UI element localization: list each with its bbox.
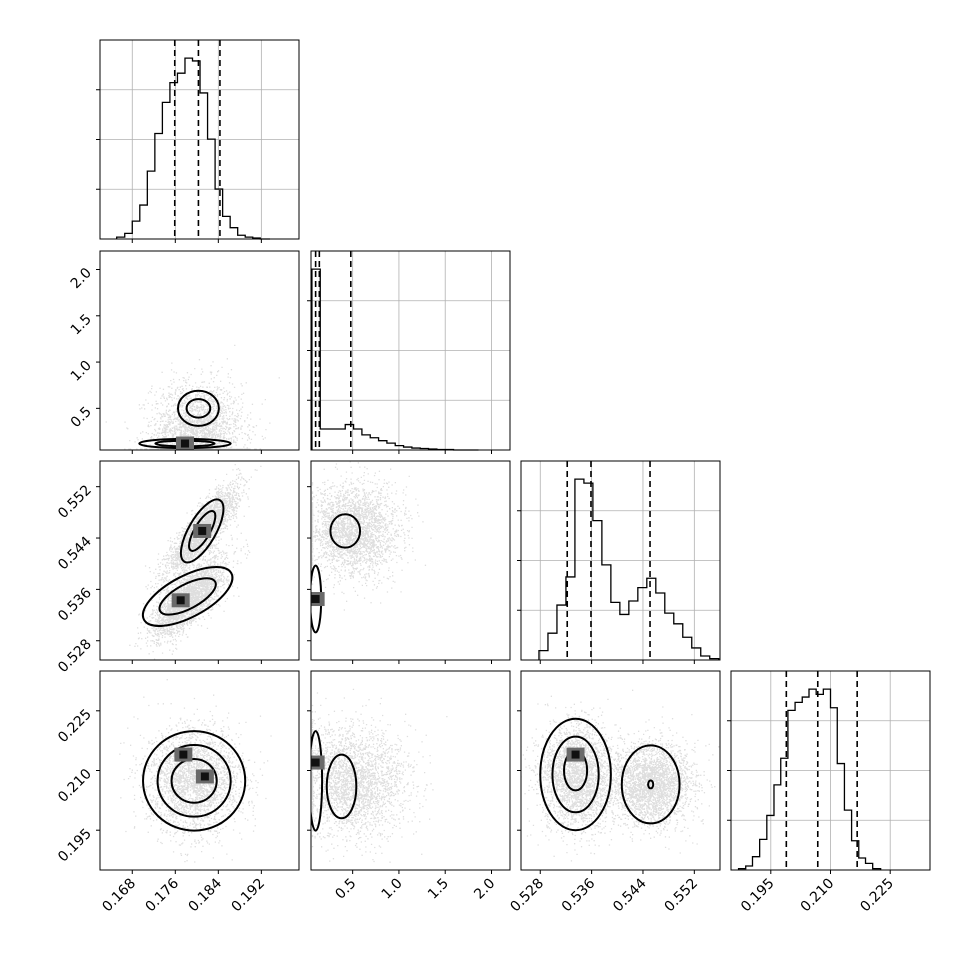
panel-content [105,344,280,450]
contour-line [551,735,600,814]
y-tick-label: 0.210 [55,766,95,806]
contour-line [179,498,225,564]
scatter-panel [96,250,300,454]
contour-line [311,730,324,832]
x-tick-label: 1.5 [425,876,452,903]
scatter-points [521,689,720,862]
panel-frame [310,670,511,871]
scatter-points [129,463,262,660]
contour-line [170,757,218,804]
y-tick-label: 0.544 [55,533,95,573]
histogram-panel [727,670,931,874]
contour-line [647,779,655,790]
x-tick-label: 0.5 [332,876,359,903]
histogram-steps [737,688,882,870]
histogram-steps [311,268,479,451]
y-tick-label: 2.0 [68,265,95,292]
scatter-points [311,461,432,611]
y-tick-label: 0.5 [68,404,95,431]
contour-line [141,565,234,627]
x-tick-label: 1.0 [379,876,406,903]
panel-content [129,463,262,660]
panel-content [521,689,720,862]
contour-line [185,398,212,419]
x-tick-label: 0.192 [229,876,269,916]
x-tick-label: 0.552 [661,876,701,916]
panel-content [311,688,448,863]
x-tick-label: 0.168 [99,876,139,916]
histogram-steps [116,57,270,240]
scatter-panel [96,460,300,664]
panel-frame [520,460,721,661]
scatter-panel [96,670,300,874]
y-tick-label: 0.528 [55,636,95,676]
histogram-steps [538,478,720,660]
y-tick-label: 1.5 [68,311,95,338]
scatter-points [105,344,280,450]
x-tick-label: 0.544 [610,875,650,915]
panel-frame [99,670,300,871]
x-tick-label: 0.184 [185,875,225,915]
contour-line [142,730,247,832]
scatter-panel [307,460,511,664]
density-peak [179,750,188,759]
x-tick-label: 0.210 [798,876,838,916]
scatter-points [311,688,448,863]
density-peak [571,750,580,759]
panel-frame [99,460,300,661]
panel-content [311,461,432,634]
x-tick-label: 0.176 [142,875,182,915]
scatter-panel [307,670,511,874]
contour-line [620,744,681,825]
contour-line [158,577,217,616]
scatter-panel [517,670,721,874]
x-tick-label: 0.528 [507,876,547,916]
density-peak [180,439,189,448]
y-tick-label: 0.536 [55,585,95,625]
density-peak [198,526,207,535]
contour-line [325,753,358,820]
contour-line [156,744,232,818]
x-tick-label: 0.536 [559,875,599,915]
x-tick-label: 0.225 [857,876,897,916]
contour-line [329,513,362,549]
panel-frame [310,460,511,661]
panel-frame [730,670,931,871]
panel-frame [520,670,721,871]
contour-line [539,717,612,832]
density-peak [311,595,320,604]
y-tick-label: 0.195 [55,826,95,866]
density-peak [311,758,320,767]
y-tick-label: 1.0 [68,358,95,385]
histogram-panel [307,250,511,454]
panel-frame [99,39,300,240]
contour-line [176,389,220,427]
y-tick-label: 0.552 [55,482,95,522]
x-tick-label: 2.0 [471,876,498,903]
panel-content [119,679,272,870]
histogram-panel [96,39,300,243]
histogram-panel [517,460,721,664]
x-tick-label: 0.195 [738,876,778,916]
panel-frame [99,250,300,451]
density-peak [200,772,209,781]
y-tick-label: 0.225 [55,706,95,746]
scatter-points [119,679,272,870]
panel-frame [310,250,511,451]
density-peak [176,596,185,605]
